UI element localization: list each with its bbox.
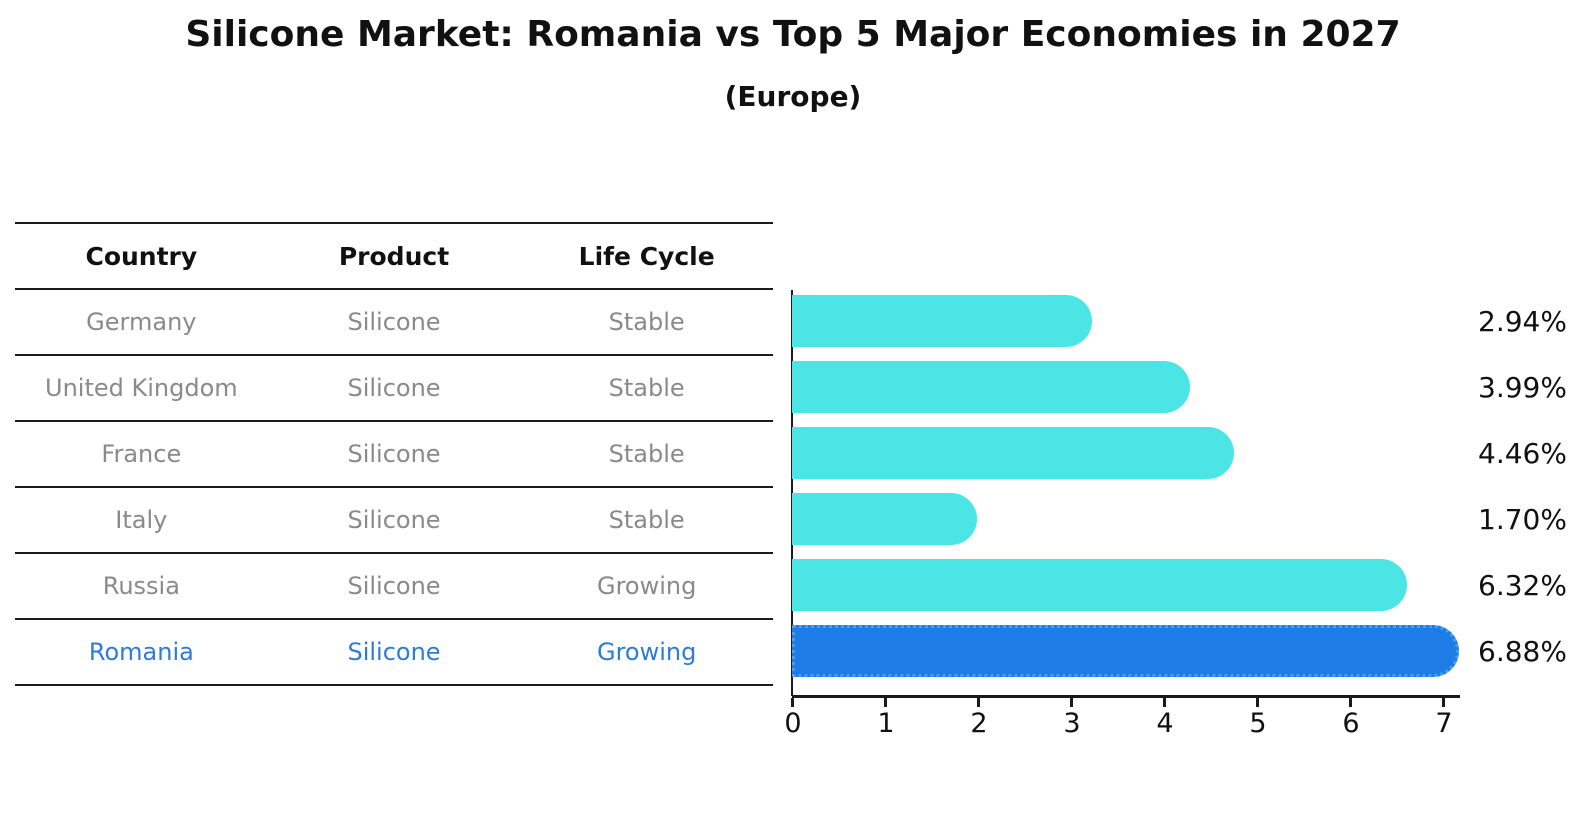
bar-chart (792, 288, 1512, 684)
cell-life-cycle: Growing (596, 572, 697, 600)
cell-product: Silicone (347, 638, 441, 666)
tick-mark-2 (977, 698, 980, 707)
cell-product: Silicone (347, 374, 441, 402)
value-label-france: 4.46% (1478, 437, 1567, 470)
tick-mark-4 (1163, 698, 1166, 707)
col-header-product: Product (338, 241, 450, 271)
table-header-row: Country Product Life Cycle (15, 224, 773, 290)
cell-product: Silicone (347, 572, 441, 600)
cell-product: Silicone (347, 506, 441, 534)
cell-life-cycle: Stable (608, 506, 685, 534)
tick-label-6: 6 (1342, 708, 1360, 739)
page-subtitle: (Europe) (724, 80, 862, 113)
cell-life-cycle: Growing (596, 638, 697, 666)
tick-label-2: 2 (970, 708, 988, 739)
bar-united-kingdom (792, 361, 1191, 413)
table-row-united-kingdom: United Kingdom Silicone Stable (15, 356, 773, 422)
x-axis: 0 1 2 3 4 5 6 7 (784, 695, 1492, 755)
tick-label-0: 0 (784, 708, 802, 739)
table-row-russia: Russia Silicone Growing (15, 554, 773, 620)
table-row-romania: Romania Silicone Growing (15, 620, 773, 686)
country-product-table: Country Product Life Cycle Germany Silic… (15, 222, 773, 686)
tick-label-1: 1 (877, 708, 895, 739)
cell-country: Italy (115, 506, 168, 534)
x-axis-line (792, 695, 1460, 698)
cell-country: Germany (86, 308, 197, 336)
value-label-italy: 1.70% (1478, 503, 1567, 536)
cell-life-cycle: Stable (608, 440, 685, 468)
tick-label-5: 5 (1249, 708, 1267, 739)
cell-country: Romania (88, 638, 194, 666)
bar-russia (792, 559, 1407, 611)
col-header-life-cycle: Life Cycle (578, 241, 715, 271)
value-label-united-kingdom: 3.99% (1478, 371, 1567, 404)
cell-product: Silicone (347, 440, 441, 468)
table-row-france: France Silicone Stable (15, 422, 773, 488)
tick-mark-7 (1442, 698, 1445, 707)
cell-country: France (101, 440, 182, 468)
tick-label-3: 3 (1063, 708, 1081, 739)
bar-italy (792, 493, 978, 545)
value-labels: 2.94% 3.99% 4.46% 1.70% 6.32% 6.88% (1478, 288, 1586, 684)
tick-label-4: 4 (1156, 708, 1174, 739)
tick-mark-0 (791, 698, 794, 707)
col-header-country: Country (85, 241, 198, 271)
table-row-germany: Germany Silicone Stable (15, 290, 773, 356)
value-label-germany: 2.94% (1478, 305, 1567, 338)
table-row-italy: Italy Silicone Stable (15, 488, 773, 554)
bar-romania (792, 625, 1459, 677)
tick-mark-5 (1256, 698, 1259, 707)
value-label-romania: 6.88% (1478, 635, 1567, 668)
tick-mark-1 (884, 698, 887, 707)
page-title: Silicone Market: Romania vs Top 5 Major … (185, 14, 1401, 55)
tick-mark-3 (1070, 698, 1073, 707)
cell-life-cycle: Stable (608, 374, 685, 402)
bar-france (792, 427, 1234, 479)
tick-label-7: 7 (1435, 708, 1453, 739)
cell-product: Silicone (347, 308, 441, 336)
cell-life-cycle: Stable (608, 308, 685, 336)
value-label-russia: 6.32% (1478, 569, 1567, 602)
bar-germany (792, 295, 1093, 347)
cell-country: Russia (102, 572, 180, 600)
cell-country: United Kingdom (45, 374, 238, 402)
tick-mark-6 (1349, 698, 1352, 707)
